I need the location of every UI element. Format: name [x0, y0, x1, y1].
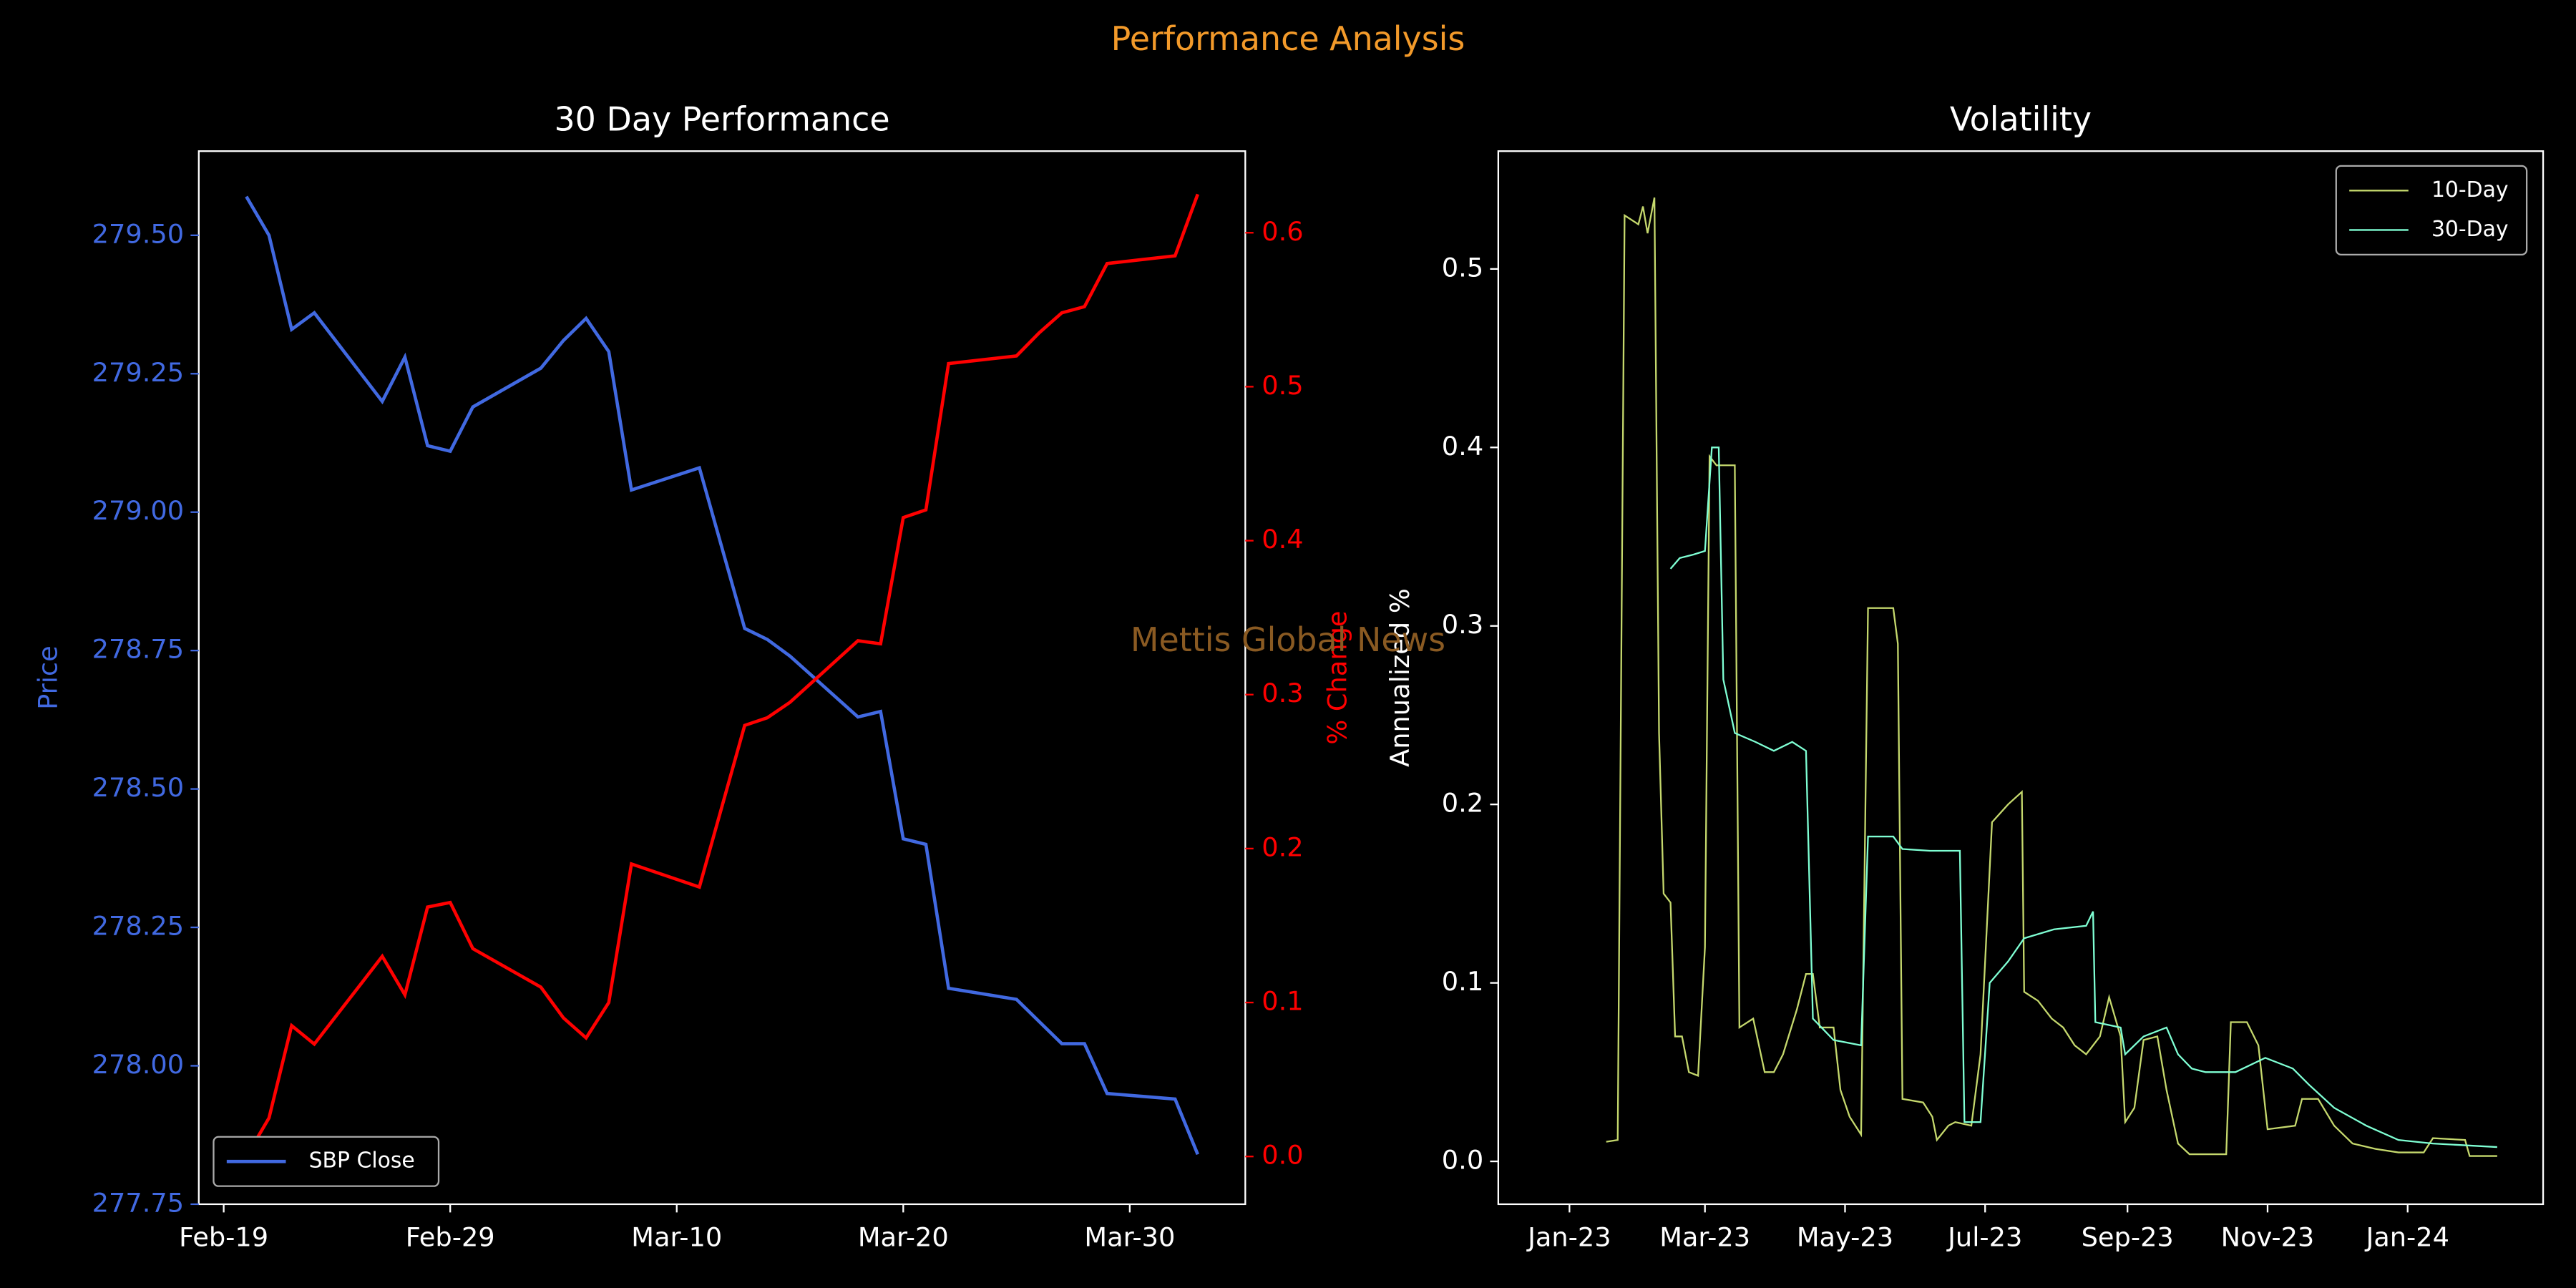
- legend-box: [213, 1136, 440, 1187]
- y2-tick-label: 0.0: [1262, 1140, 1303, 1171]
- x-tick-label: Mar-20: [858, 1222, 949, 1253]
- y-tick-label: 0.2: [1442, 788, 1483, 819]
- y-tick-label: 0.0: [1442, 1145, 1483, 1176]
- line-series: [1606, 197, 2497, 1157]
- x-tick-label: Mar-10: [631, 1222, 722, 1253]
- line-series: [245, 195, 1199, 1156]
- y-tick-label: 279.25: [92, 357, 184, 388]
- legend-label: 10-Day: [2431, 177, 2509, 203]
- plot-frame: [1497, 150, 2545, 1206]
- watermark: Mettis Global News: [1131, 620, 1445, 659]
- line-series: [1669, 447, 2497, 1148]
- x-tick-label: Sep-23: [2082, 1222, 2174, 1253]
- y2-tick-label: 0.4: [1262, 524, 1303, 555]
- y-tick-label: 278.50: [92, 772, 184, 803]
- y-tick-label: 0.5: [1442, 252, 1483, 283]
- y-axis-label: Annualized %: [1385, 588, 1415, 767]
- y2-tick-label: 0.1: [1262, 986, 1303, 1017]
- x-tick-label: Jan-23: [1526, 1222, 1611, 1253]
- x-tick-label: May-23: [1797, 1222, 1893, 1253]
- x-tick-label: Nov-23: [2221, 1222, 2315, 1253]
- chart-title: Volatility: [1950, 99, 2092, 138]
- x-tick-label: Mar-23: [1659, 1222, 1750, 1253]
- x-tick-label: Mar-30: [1084, 1222, 1175, 1253]
- y-axis-label: Price: [32, 645, 63, 710]
- legend-label: SBP Close: [309, 1148, 415, 1174]
- y2-tick-label: 0.3: [1262, 678, 1303, 708]
- y-tick-label: 279.50: [92, 218, 184, 249]
- plot-frame: [197, 150, 1246, 1206]
- y2-tick-label: 0.6: [1262, 216, 1303, 247]
- y-tick-label: 278.75: [92, 634, 184, 665]
- y2-axis-label: % Change: [1322, 610, 1353, 744]
- x-tick-label: Feb-29: [406, 1222, 495, 1253]
- y-tick-label: 279.00: [92, 495, 184, 526]
- y-tick-label: 0.3: [1442, 609, 1483, 640]
- y-tick-label: 0.1: [1442, 966, 1483, 997]
- legend-label: 30-Day: [2431, 217, 2509, 242]
- y-tick-label: 0.4: [1442, 431, 1483, 462]
- chart-title: 30 Day Performance: [554, 99, 889, 138]
- y-tick-label: 278.25: [92, 911, 184, 942]
- y2-tick-label: 0.2: [1262, 831, 1303, 862]
- line-series: [245, 193, 1199, 1158]
- y-tick-label: 278.00: [92, 1049, 184, 1080]
- y2-tick-label: 0.5: [1262, 370, 1303, 401]
- figure-title: Performance Analysis: [1111, 19, 1465, 58]
- x-tick-label: Jan-24: [2364, 1222, 2449, 1253]
- legend-box: [2335, 165, 2528, 256]
- x-tick-label: Feb-19: [179, 1222, 268, 1253]
- y-tick-label: 277.75: [92, 1187, 184, 1218]
- x-tick-label: Jul-23: [1946, 1222, 2022, 1253]
